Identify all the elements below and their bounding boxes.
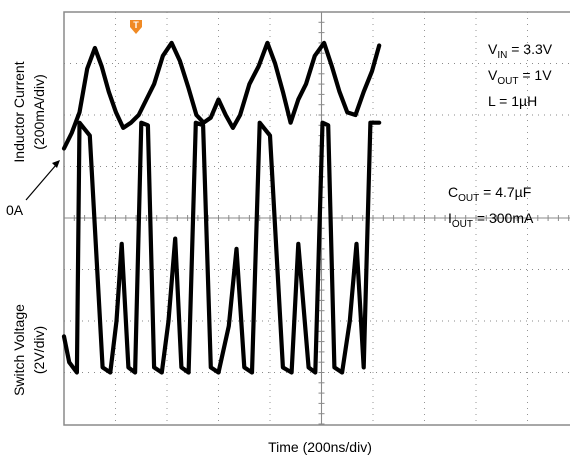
x-axis-label: Time (200ns/div) (268, 439, 372, 455)
inductor-current-trace (61, 40, 382, 151)
condition-line: L = 1µH (488, 93, 537, 109)
condition-line: VIN = 3.3V (488, 41, 553, 61)
switch-voltage-scale-label: (2V/div) (31, 326, 47, 374)
inductor-current-scale-label: (200mA/div) (31, 74, 47, 149)
test-conditions: VIN = 3.3V VOUT = 1V L = 1µH COUT = 4.7µF IO… (448, 41, 553, 230)
condition-line: IOUT = 300mA (448, 210, 534, 230)
zero-current-marker-label: 0A (6, 202, 24, 218)
switch-voltage-label: Switch Voltage (11, 304, 27, 396)
inductor-current-label: Inductor Current (11, 61, 27, 162)
trigger-marker-letter: T (133, 20, 139, 30)
zero-current-marker-arrow-line (25, 164, 57, 201)
switch-voltage-trace (61, 120, 382, 375)
zero-current-marker-arrowhead (52, 160, 60, 168)
condition-line: VOUT = 1V (488, 67, 552, 87)
condition-line: COUT = 4.7µF (448, 184, 531, 204)
trigger-marker: T (130, 20, 142, 34)
